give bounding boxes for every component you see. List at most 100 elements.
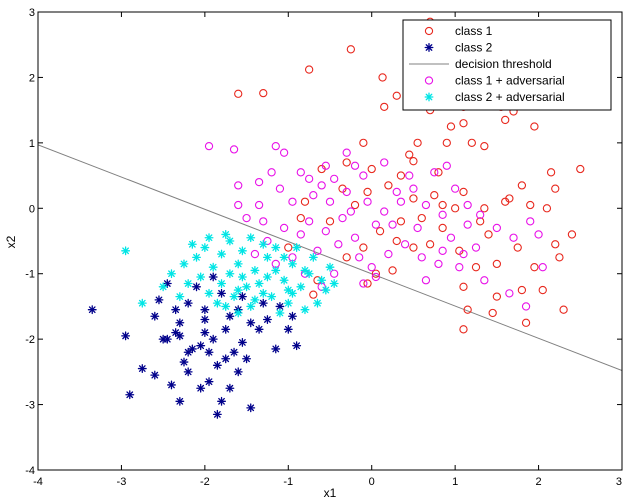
class-1-point (304, 65, 314, 74)
class-1-adversarial-point (242, 213, 251, 223)
class-1-point (371, 269, 381, 278)
legend-label: class 1 + adversarial (455, 74, 565, 88)
class-2-point (254, 324, 264, 334)
class-1-adversarial-point (367, 263, 376, 272)
class-1-point (576, 164, 585, 174)
class-1-adversarial-point (438, 210, 447, 219)
class-1-point (309, 290, 318, 299)
class-1-adversarial-point (521, 302, 531, 311)
class-1-point (417, 213, 426, 223)
y-tick-label: 2 (29, 72, 35, 84)
class-1-point (392, 236, 401, 246)
class-1-point (359, 243, 368, 252)
class-1-point (367, 164, 376, 174)
y-axis-label: x2 (4, 235, 18, 248)
class-2-point (200, 305, 210, 315)
class-2-point (283, 324, 293, 334)
x-tick-label: -3 (117, 476, 127, 488)
class-2-adversarial-point (225, 236, 235, 246)
class-1-point (259, 88, 268, 98)
class-1-adversarial-point (234, 181, 243, 190)
class-1-adversarial-point (413, 223, 422, 233)
x-tick-label: -4 (33, 476, 43, 488)
class-1-adversarial-point (330, 269, 339, 278)
class-1-point (521, 318, 531, 327)
class-1-adversarial-point (234, 200, 243, 210)
class-2-point (171, 328, 181, 338)
x-axis-label: x1 (324, 486, 337, 500)
class-1-point (413, 138, 422, 148)
class-1-point (517, 181, 527, 190)
class-1-adversarial-point (421, 200, 431, 210)
class-2-adversarial-point (179, 259, 189, 269)
class-2-adversarial-point (246, 233, 256, 243)
class-1-adversarial-point (463, 200, 472, 210)
class-1-adversarial-point (388, 220, 397, 229)
class-2-adversarial-point (296, 282, 306, 292)
class-1-adversarial-point (325, 197, 335, 206)
class-1-point (459, 119, 468, 128)
class-2-adversarial-point (279, 275, 289, 285)
class-1-point (296, 213, 305, 223)
class-1-adversarial-point (459, 249, 468, 259)
class-2-adversarial-point (292, 243, 302, 252)
class-2-point (212, 360, 222, 370)
class-1-point (513, 243, 522, 252)
class-1-point (480, 141, 489, 151)
class-2-adversarial-series (121, 230, 339, 318)
class-1-point (476, 217, 485, 226)
class-2-adversarial-point (283, 298, 293, 308)
class-1-point (442, 138, 451, 148)
class-1-point (488, 308, 497, 318)
class-2-adversarial-point (300, 305, 310, 315)
class-1-point (538, 285, 547, 295)
class-1-adversarial-point (409, 184, 418, 193)
class-2-point (258, 298, 268, 308)
legend-entry-decision-threshold: decision threshold (409, 57, 552, 71)
class-1-point (492, 292, 502, 301)
class-1-point (359, 138, 368, 148)
class-1-adversarial-point (250, 249, 260, 259)
class-2-adversarial-point (187, 239, 197, 249)
legend-marker-swatch (424, 92, 434, 102)
class-2-point (233, 367, 243, 377)
class-2-point (196, 383, 206, 393)
class-2-adversarial-point (317, 275, 327, 285)
x-tick-label: 2 (536, 476, 542, 488)
class-2-point (87, 305, 97, 315)
class-1-adversarial-point (492, 223, 502, 233)
legend-marker-swatch (424, 76, 434, 85)
class-2-point (154, 295, 164, 305)
y-axis-ticks: -4 -3 -2 -1 0 1 2 3 (25, 7, 622, 477)
class-1-adversarial-point (534, 230, 543, 239)
class-2-adversarial-point (233, 285, 243, 295)
class-1-point (405, 150, 414, 159)
class-1-point (530, 122, 539, 131)
class-1-point (501, 115, 510, 125)
class-1-point (567, 230, 577, 239)
class-1-adversarial-point (271, 141, 280, 151)
x-axis-ticks: -4 -3 -2 -1 0 1 2 3 (33, 12, 623, 488)
y-tick-label: 0 (29, 203, 35, 215)
y-tick-label: 1 (29, 138, 35, 150)
y-tick-label: -1 (25, 269, 35, 281)
class-1-point (380, 102, 389, 112)
class-2-adversarial-point (175, 292, 185, 302)
class-1-adversarial-point (296, 168, 305, 177)
class-1-adversarial-point (392, 187, 401, 197)
legend-label: class 2 + adversarial (455, 90, 565, 104)
class-2-point (217, 396, 226, 406)
class-1-point (396, 217, 406, 226)
class-1-point (459, 325, 468, 334)
class-1-adversarial-point (384, 249, 393, 259)
class-2-adversarial-point (167, 269, 176, 279)
class-2-adversarial-point (233, 308, 243, 318)
class-2-adversarial-point (121, 246, 131, 256)
legend-label: class 1 (455, 24, 493, 38)
y-tick-label: 3 (29, 7, 35, 19)
class-1-point (409, 157, 418, 166)
class-2-point (288, 311, 297, 321)
class-2-adversarial-point (271, 265, 281, 275)
class-2-point (217, 288, 226, 298)
class-2-adversarial-point (267, 292, 277, 302)
